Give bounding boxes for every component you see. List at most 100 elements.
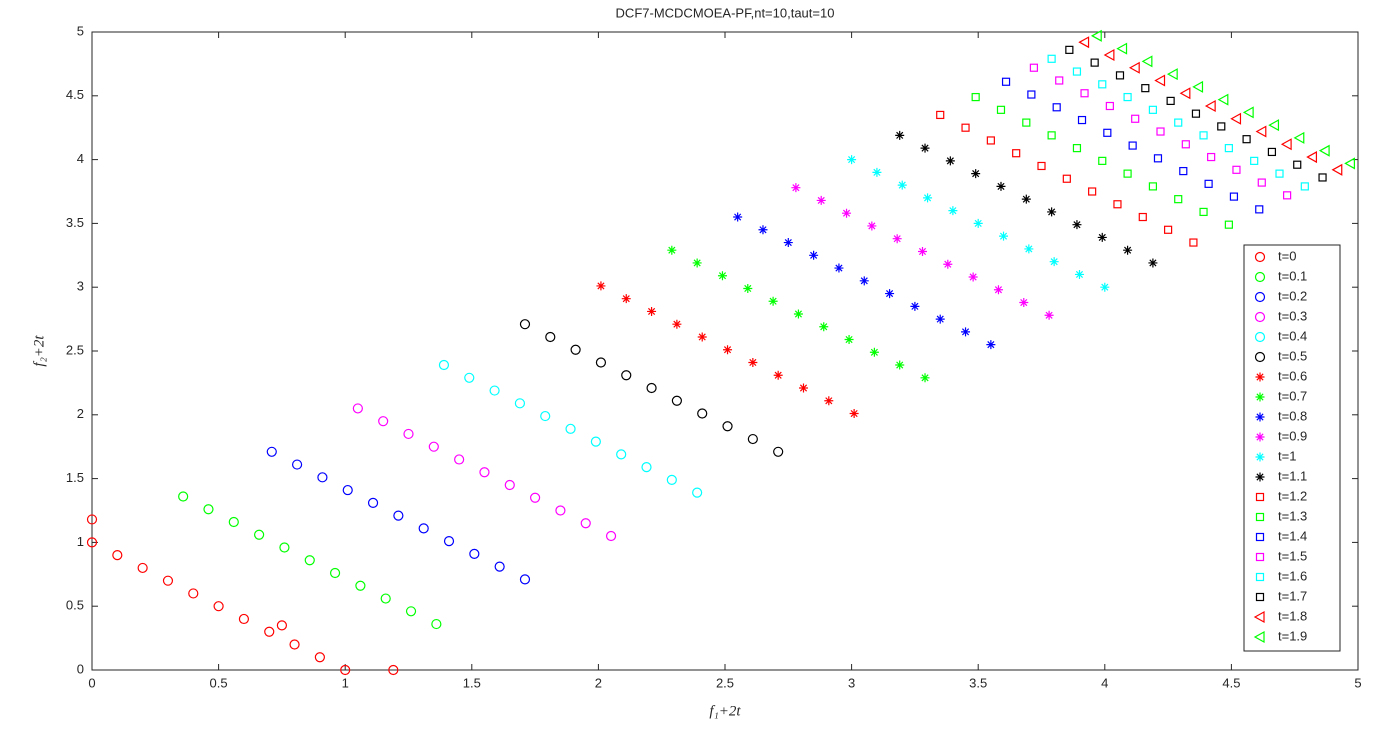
point: [971, 169, 981, 179]
point: [254, 529, 265, 540]
x-tick-label: 1: [342, 675, 349, 690]
point: [1055, 76, 1064, 85]
point: [1318, 173, 1327, 182]
point: [1224, 144, 1233, 153]
point: [971, 92, 980, 102]
x-tick-label: 0.5: [210, 675, 228, 690]
point: [137, 562, 148, 574]
point: [748, 357, 758, 367]
point: [1250, 156, 1259, 165]
point: [489, 385, 500, 396]
point: [773, 446, 784, 457]
point: [1047, 207, 1057, 217]
point: [1255, 205, 1264, 214]
point: [1105, 101, 1114, 111]
point: [943, 259, 953, 269]
point: [895, 130, 905, 140]
point: [405, 606, 417, 617]
point: [1062, 174, 1071, 183]
y-tick-label: 1.5: [66, 470, 84, 485]
legend-marker: [1255, 512, 1265, 522]
point: [418, 523, 429, 534]
legend-label: t=1.6: [1278, 568, 1307, 583]
point: [596, 281, 606, 291]
point: [869, 347, 879, 357]
point: [393, 510, 404, 521]
point: [86, 514, 98, 525]
point: [917, 246, 927, 256]
point: [1131, 114, 1140, 123]
x-tick-label: 4.5: [1222, 675, 1240, 690]
point: [266, 446, 277, 457]
point: [849, 409, 859, 419]
point: [340, 664, 351, 676]
point: [203, 504, 214, 515]
legend-label: t=0.7: [1278, 388, 1307, 403]
point: [1138, 212, 1147, 222]
legend-marker: [1255, 412, 1265, 422]
point: [464, 372, 475, 383]
legend-label: t=0.3: [1278, 308, 1307, 323]
point: [892, 234, 902, 244]
point: [1148, 258, 1158, 268]
point: [378, 416, 389, 427]
point: [1179, 87, 1191, 100]
point: [555, 505, 566, 516]
point: [1022, 118, 1031, 127]
point: [355, 580, 366, 591]
point: [1217, 122, 1226, 131]
point: [519, 574, 531, 585]
point: [1080, 89, 1089, 98]
point: [743, 283, 753, 293]
point: [1072, 144, 1082, 153]
point: [1074, 269, 1084, 279]
legend-label: t=0.1: [1278, 268, 1307, 283]
point: [1199, 207, 1208, 217]
point: [1344, 157, 1355, 170]
point: [723, 345, 733, 355]
point: [1090, 29, 1102, 42]
point: [646, 382, 657, 394]
point: [844, 335, 854, 345]
legend-marker: [1254, 331, 1266, 343]
point: [1318, 144, 1330, 157]
legend-marker: [1255, 572, 1265, 582]
point: [809, 250, 819, 260]
point: [1044, 310, 1054, 320]
y-tick-label: 2: [77, 406, 84, 421]
y-tick-label: 3: [77, 279, 84, 294]
point: [605, 530, 617, 542]
point: [279, 542, 290, 553]
x-axis-label: f₁+2t: [709, 703, 741, 719]
point: [867, 221, 877, 231]
point: [1123, 169, 1132, 178]
point: [842, 208, 852, 218]
point: [1207, 152, 1216, 162]
point: [671, 395, 682, 406]
point: [1047, 54, 1056, 63]
point: [920, 373, 930, 383]
point: [1019, 298, 1029, 308]
y-tick-label: 4: [77, 151, 84, 166]
point: [1037, 161, 1046, 171]
point: [1174, 118, 1183, 127]
point: [641, 462, 652, 473]
point: [697, 332, 707, 342]
point: [1300, 182, 1309, 191]
point: [1293, 131, 1305, 144]
x-tick-label: 0: [88, 675, 95, 690]
legend-marker: [1255, 452, 1265, 462]
point: [1029, 63, 1039, 72]
y-tick-label: 0: [77, 661, 84, 676]
point: [1156, 127, 1165, 136]
point: [304, 555, 315, 566]
point: [228, 516, 239, 528]
y-axis-label: f₂+2t: [31, 335, 47, 367]
point: [580, 518, 591, 529]
point: [276, 620, 287, 631]
point: [768, 296, 778, 306]
point: [895, 360, 905, 370]
point: [1024, 244, 1034, 254]
point: [479, 467, 490, 478]
legend-marker: [1254, 351, 1266, 363]
